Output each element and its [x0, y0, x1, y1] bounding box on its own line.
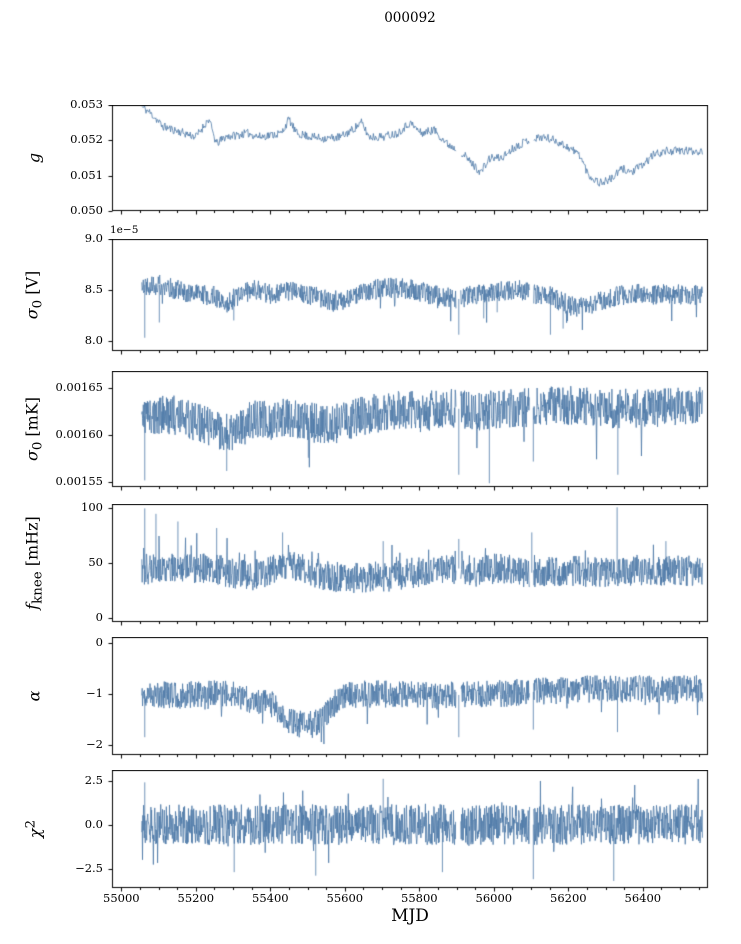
y-axis-label-sigma0_V: σ0 [V]	[22, 270, 46, 320]
panel-canvas-f_knee	[102, 504, 718, 632]
y-axis-label-chi2: χ2	[23, 819, 45, 839]
y-tick-label: 0	[95, 609, 103, 624]
y-tick-label: −2.5	[75, 860, 103, 875]
y-tick-label: 0.0	[84, 816, 103, 831]
x-tick-label: 56200	[550, 891, 587, 905]
y-tick-label: 8.5	[84, 281, 103, 296]
y-axis-label-f_knee: fknee [mHz]	[22, 516, 46, 610]
panel-canvas-sigma0_V	[102, 239, 718, 361]
panel-canvas-chi2	[102, 770, 718, 898]
panel-canvas-g	[102, 105, 718, 221]
x-tick-label: 56000	[475, 891, 513, 905]
x-axis-label: MJD	[391, 906, 429, 926]
y-tick-label: 0.052	[70, 132, 103, 147]
y-tick-label: 8.0	[84, 332, 103, 347]
panel-canvas-sigma0_mK	[102, 371, 718, 497]
y-tick-label: −1	[86, 685, 103, 700]
x-tick-label: 55600	[326, 891, 364, 905]
y-tick-label: 2.5	[84, 772, 103, 787]
y-axis-label-g: g	[24, 152, 44, 164]
y-tick-label: −2	[86, 736, 103, 751]
y-axis-label-alpha: α	[24, 690, 44, 702]
y-tick-label: 0.00160	[55, 427, 103, 442]
axis-offset-label: 1e−5	[110, 224, 139, 236]
y-tick-label: 0.050	[70, 203, 103, 217]
x-tick-label: 56400	[624, 891, 662, 905]
panel-canvas-alpha	[102, 637, 718, 765]
x-tick-label: 55000	[103, 891, 140, 905]
y-tick-label: 0.051	[70, 167, 103, 182]
figure-title: 000092	[384, 10, 436, 26]
y-tick-label: 0.00155	[55, 474, 103, 489]
y-tick-label: 0.053	[70, 97, 103, 111]
y-axis-label-sigma0_mK: σ0 [mK]	[22, 396, 46, 462]
y-tick-label: 9.0	[84, 231, 103, 245]
x-tick-label: 55200	[177, 891, 215, 905]
x-tick-label: 55800	[401, 891, 438, 905]
y-tick-label: 0	[95, 635, 103, 650]
y-tick-label: 100	[81, 500, 103, 515]
y-tick-label: 0.00165	[55, 379, 103, 394]
y-tick-label: 50	[88, 555, 103, 569]
x-tick-label: 55400	[252, 891, 289, 905]
